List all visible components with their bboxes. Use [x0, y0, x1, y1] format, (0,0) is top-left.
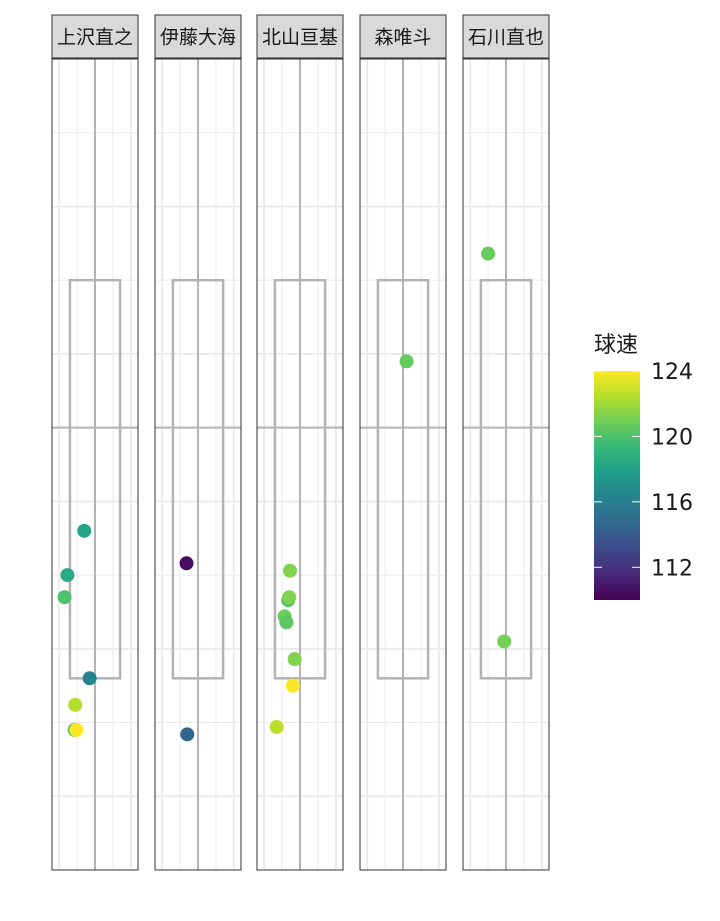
facet-strip — [154, 14, 242, 59]
panel-border — [359, 58, 447, 871]
facet-strip — [256, 14, 344, 59]
panel-border — [154, 58, 242, 871]
panel-border — [51, 58, 139, 871]
pitch-point — [269, 719, 284, 734]
legend-label: 112 — [651, 556, 693, 581]
facet-panel: 北山亘基 — [256, 14, 344, 871]
facet-strip — [51, 14, 139, 59]
strike-zone — [479, 278, 533, 680]
pitch-point — [287, 652, 302, 667]
facet-panel: 上沢直之 — [51, 14, 139, 871]
legend-ticks: 124 120 116 112 — [594, 360, 693, 581]
legend-label: 124 — [651, 360, 693, 385]
facet-strip — [462, 14, 550, 59]
pitch-point — [69, 722, 84, 737]
panel-border — [462, 58, 550, 871]
facet-strip — [359, 14, 447, 59]
pitch-point — [180, 727, 195, 742]
pitch-point — [57, 590, 72, 605]
pitch-point — [285, 678, 300, 693]
pitch-point — [282, 563, 297, 578]
pitch-point — [179, 556, 194, 571]
legend-label: 116 — [651, 491, 693, 516]
legend-label: 120 — [651, 425, 693, 450]
strike-zone — [171, 278, 225, 680]
pitch-point — [60, 568, 75, 583]
panel-border — [256, 58, 344, 871]
legend-title: 球速 — [594, 333, 638, 358]
legend-colorbar — [594, 371, 640, 600]
pitch-point — [481, 246, 496, 261]
pitch-point — [497, 634, 512, 649]
pitch-point — [279, 615, 294, 630]
pitch-point — [68, 697, 83, 712]
facet-label: 上沢直之 — [57, 27, 133, 49]
facet-label: 石川直也 — [468, 27, 544, 49]
pitch-point — [282, 590, 297, 605]
pitch-point — [399, 354, 414, 369]
pitch-point — [77, 523, 92, 538]
strike-zone — [273, 278, 327, 680]
strike-zone — [376, 278, 430, 680]
facet-label: 北山亘基 — [262, 27, 338, 49]
facet-panels: 上沢直之 伊藤大海 北山亘基 森唯斗 石川直也 — [51, 14, 550, 871]
pitch-point — [82, 671, 97, 686]
facet-label: 伊藤大海 — [160, 27, 236, 49]
facet-panel: 森唯斗 — [359, 14, 447, 871]
color-legend: 球速 124 120 116 112 — [594, 333, 693, 600]
facet-panel: 伊藤大海 — [154, 14, 242, 871]
facet-panel: 石川直也 — [462, 14, 550, 871]
facet-label: 森唯斗 — [374, 27, 431, 49]
